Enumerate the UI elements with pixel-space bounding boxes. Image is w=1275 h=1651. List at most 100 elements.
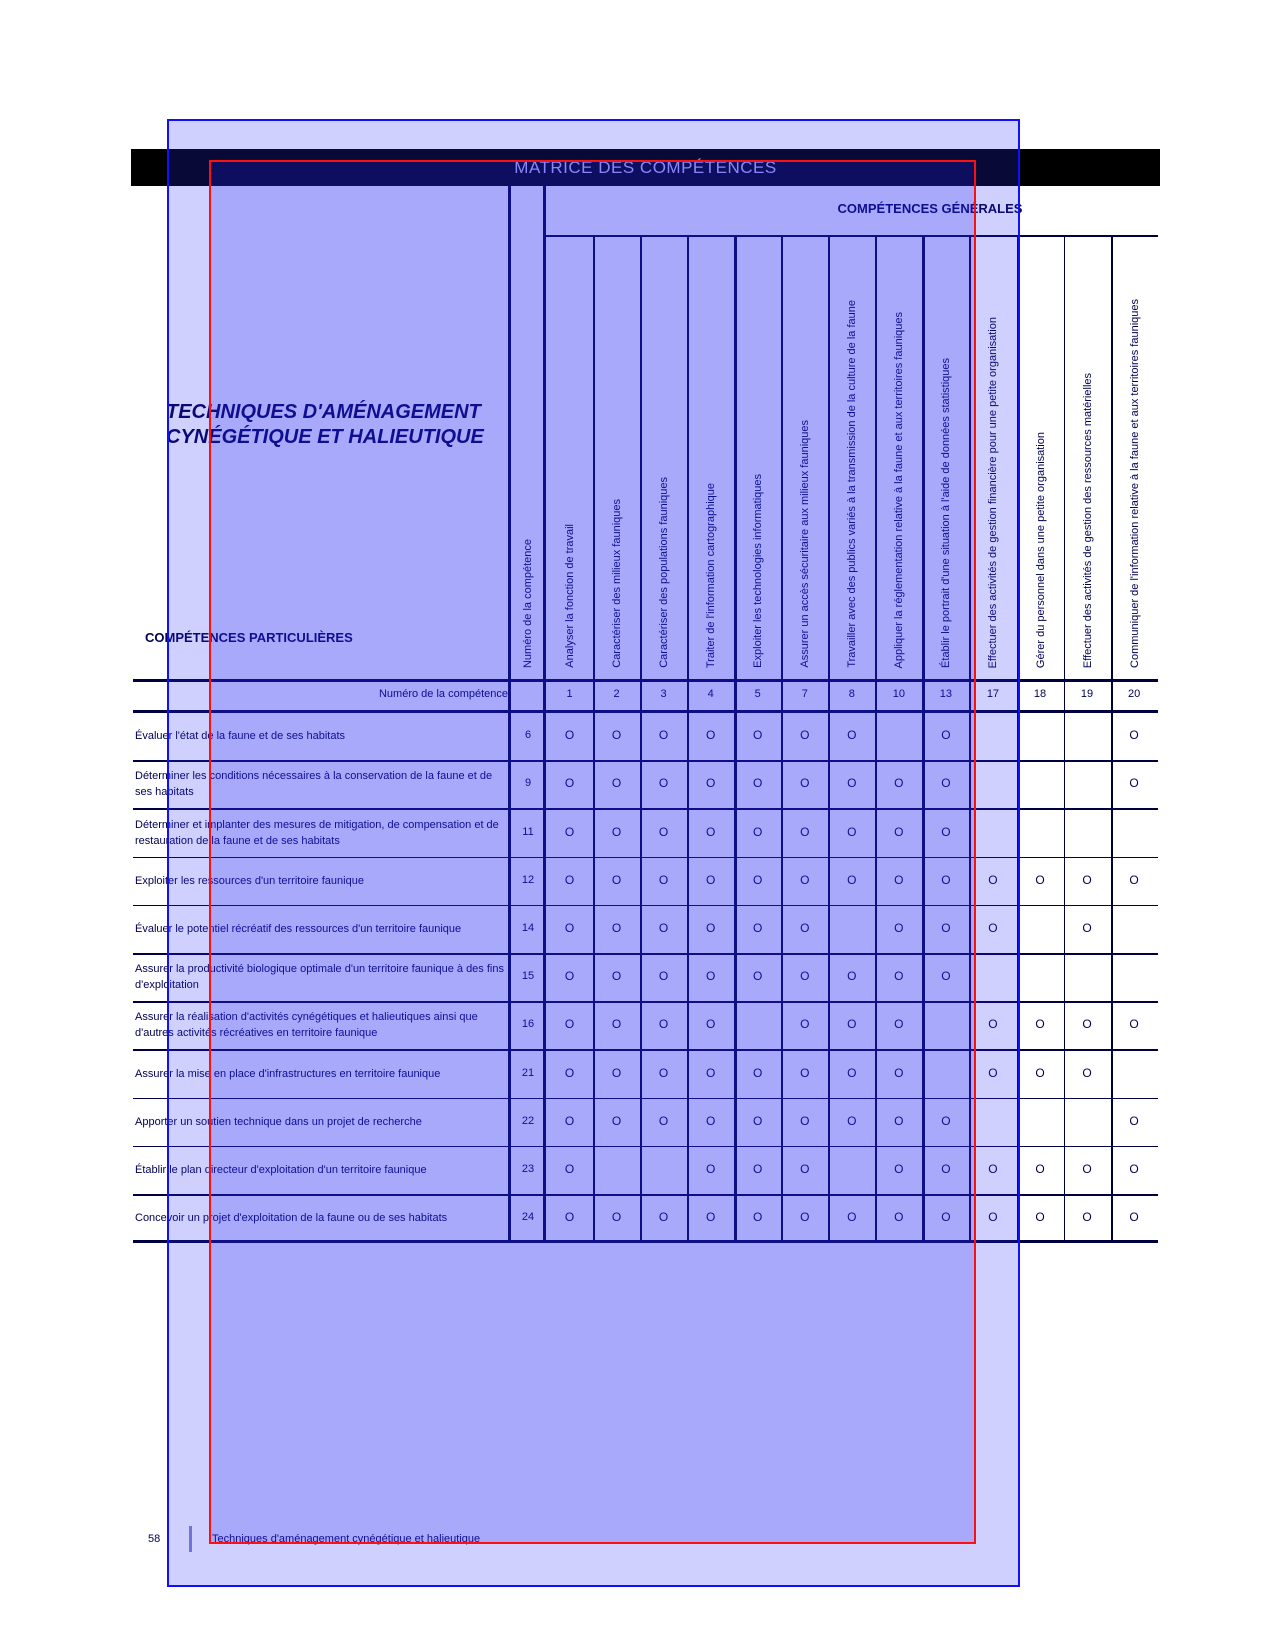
matrix-mark: O bbox=[894, 776, 904, 791]
column-divider bbox=[687, 235, 689, 1242]
matrix-mark: O bbox=[564, 776, 575, 791]
matrix-mark: O bbox=[564, 824, 575, 839]
column-divider bbox=[1110, 235, 1114, 1242]
matrix-mark: O bbox=[705, 969, 716, 984]
column-header-5: Exploiter les technologies informatiques bbox=[752, 474, 765, 668]
row-number-21: 21 bbox=[521, 1066, 535, 1079]
matrix-mark: O bbox=[753, 1161, 763, 1176]
column-divider bbox=[781, 235, 783, 1242]
matrix-mark: O bbox=[988, 1065, 998, 1080]
matrix-mark: O bbox=[564, 920, 575, 935]
matrix-mark: O bbox=[800, 1210, 810, 1225]
column-header-3: Caractériser des populations fauniques bbox=[658, 477, 671, 668]
footer-text: Techniques d'aménagement cynégétique et … bbox=[212, 1533, 481, 1545]
row-number-16: 16 bbox=[521, 1018, 535, 1031]
matrix-mark: O bbox=[988, 920, 998, 935]
column-header-4: Traiter de l'information cartographique bbox=[705, 482, 718, 668]
matrix-mark: O bbox=[705, 920, 716, 935]
row-divider bbox=[133, 1194, 1158, 1196]
program-title-line-1: TECHNIQUES D'AMÉNAGEMENT bbox=[166, 401, 481, 423]
matrix-mark: O bbox=[611, 1065, 622, 1080]
row-label-22: Apporter un soutien technique dans un pr… bbox=[135, 1115, 422, 1128]
row-divider bbox=[133, 856, 1158, 859]
matrix-mark: O bbox=[753, 1065, 763, 1080]
column-divider bbox=[1063, 235, 1066, 1242]
matrix-mark: O bbox=[941, 1113, 951, 1128]
matrix-mark: O bbox=[941, 728, 951, 743]
matrix-mark: O bbox=[800, 824, 810, 839]
column-header-19: Effectuer des activités de gestion des r… bbox=[1081, 372, 1094, 668]
matrix-mark: O bbox=[705, 776, 716, 791]
column-header-20: Communiquer de l'information relative à … bbox=[1128, 299, 1141, 668]
matrix-mark: O bbox=[800, 920, 810, 935]
matrix-mark: O bbox=[988, 1161, 998, 1176]
row-number-23: 23 bbox=[521, 1162, 535, 1175]
row-label-21: Assurer la mise en place d'infrastructur… bbox=[135, 1067, 441, 1080]
column-number-13: 13 bbox=[939, 688, 953, 700]
row-label-24: Concevoir un projet d'exploitation de la… bbox=[135, 1212, 448, 1225]
particular-competencies-heading: COMPÉTENCES PARTICULIÈRES bbox=[145, 630, 353, 645]
row-label-6: Évaluer l'état de la faune et de ses hab… bbox=[135, 730, 346, 743]
matrix-mark: O bbox=[1129, 1017, 1139, 1032]
matrix-mark: O bbox=[894, 1065, 904, 1080]
row-divider bbox=[133, 904, 1158, 907]
row-label-12: Exploiter les ressources d'un territoire… bbox=[135, 874, 364, 887]
matrix-mark: O bbox=[1129, 872, 1139, 887]
matrix-mark: O bbox=[611, 1017, 622, 1032]
matrix-mark: O bbox=[611, 824, 622, 839]
column-number-10: 10 bbox=[892, 688, 905, 700]
matrix-mark: O bbox=[847, 1065, 857, 1080]
row-divider bbox=[133, 808, 1158, 810]
row-number-9: 9 bbox=[524, 777, 532, 790]
matrix-mark: O bbox=[988, 1017, 998, 1032]
matrix-mark: O bbox=[753, 776, 763, 791]
table-divider bbox=[508, 186, 511, 1242]
column-number-4: 4 bbox=[707, 688, 714, 700]
matrix-mark: O bbox=[564, 872, 575, 887]
matrix-mark: O bbox=[800, 1161, 810, 1176]
matrix-mark: O bbox=[705, 1161, 716, 1176]
matrix-mark: O bbox=[1082, 1065, 1092, 1080]
page-number: 58 bbox=[148, 1533, 161, 1545]
column-divider bbox=[969, 235, 971, 1242]
column-number-19: 19 bbox=[1080, 688, 1094, 700]
row-label-14: Évaluer le potentiel récréatif des resso… bbox=[135, 922, 462, 935]
matrix-mark: O bbox=[988, 1210, 998, 1225]
matrix-mark: O bbox=[658, 920, 669, 935]
matrix-mark: O bbox=[564, 728, 575, 743]
matrix-mark: O bbox=[847, 1210, 857, 1225]
matrix-mark: O bbox=[753, 969, 763, 984]
matrix-mark: O bbox=[564, 1113, 575, 1128]
row-number-15: 15 bbox=[521, 970, 535, 983]
matrix-mark: O bbox=[658, 872, 669, 887]
matrix-mark: O bbox=[658, 1017, 669, 1032]
number-row-label: Numéro de la compétence bbox=[378, 688, 508, 700]
column-header-7: Assurer un accès sécuritaire aux milieux… bbox=[799, 420, 812, 668]
column-header-1: Analyser la fonction de travail bbox=[564, 524, 576, 668]
table-bottom bbox=[133, 1240, 1158, 1243]
matrix-mark: O bbox=[705, 728, 716, 743]
row-divider bbox=[133, 760, 1158, 762]
matrix-mark: O bbox=[894, 969, 904, 984]
matrix-mark: O bbox=[941, 776, 951, 791]
matrix-mark: O bbox=[705, 824, 716, 839]
program-title-line-2: CYNÉGÉTIQUE ET HALIEUTIQUE bbox=[166, 426, 484, 448]
matrix-mark: O bbox=[705, 1113, 716, 1128]
matrix-mark: O bbox=[941, 920, 951, 935]
matrix-mark: O bbox=[611, 728, 622, 743]
matrix-mark: O bbox=[658, 824, 669, 839]
row-number-12: 12 bbox=[521, 873, 535, 886]
matrix-mark: O bbox=[753, 728, 763, 743]
matrix-mark: O bbox=[564, 1017, 575, 1032]
matrix-mark: O bbox=[894, 1161, 904, 1176]
matrix-mark: O bbox=[1129, 1161, 1139, 1176]
matrix-mark: O bbox=[1082, 920, 1092, 935]
matrix-mark: O bbox=[941, 969, 951, 984]
row-label-11: Déterminer et implanter des mesures de m… bbox=[135, 818, 499, 847]
matrix-mark: O bbox=[611, 969, 622, 984]
column-number-17: 17 bbox=[986, 688, 1000, 700]
row-number-22: 22 bbox=[521, 1114, 535, 1127]
title-bar bbox=[131, 149, 1160, 186]
row-divider bbox=[133, 953, 1158, 955]
column-number-18: 18 bbox=[1033, 688, 1047, 700]
